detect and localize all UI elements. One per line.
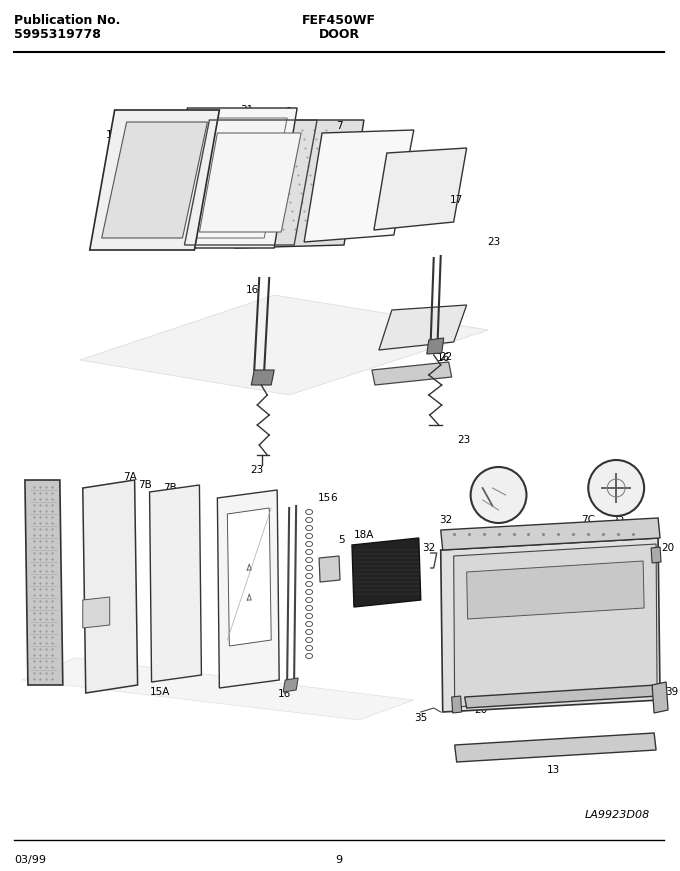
Polygon shape — [372, 362, 452, 385]
Text: 31: 31 — [241, 105, 254, 115]
Text: FEF450WF: FEF450WF — [302, 14, 376, 27]
Polygon shape — [652, 682, 668, 713]
Text: 7B: 7B — [163, 483, 176, 493]
Text: 20: 20 — [662, 543, 675, 553]
Polygon shape — [374, 148, 466, 230]
Text: 23: 23 — [251, 465, 264, 475]
Polygon shape — [218, 490, 279, 688]
Polygon shape — [22, 658, 414, 720]
Text: 15A: 15A — [150, 687, 170, 697]
Text: 13: 13 — [547, 765, 560, 775]
Polygon shape — [452, 696, 462, 713]
Polygon shape — [150, 485, 201, 682]
Circle shape — [588, 460, 644, 516]
Polygon shape — [80, 295, 488, 395]
Text: 18: 18 — [180, 183, 193, 193]
Text: 5995319778: 5995319778 — [14, 28, 101, 41]
Text: 9: 9 — [335, 855, 343, 865]
Polygon shape — [441, 538, 660, 712]
Polygon shape — [379, 305, 466, 350]
Polygon shape — [227, 508, 271, 646]
Text: 20: 20 — [474, 705, 487, 715]
Text: 7: 7 — [336, 121, 342, 131]
Text: 5: 5 — [338, 535, 344, 545]
Text: 16: 16 — [437, 353, 450, 363]
Circle shape — [471, 467, 526, 523]
Text: 7B: 7B — [138, 480, 152, 490]
Polygon shape — [304, 130, 414, 242]
Text: 6: 6 — [330, 493, 337, 503]
Text: 39: 39 — [666, 687, 679, 697]
Text: LA9923D08: LA9923D08 — [585, 810, 650, 820]
Polygon shape — [454, 544, 657, 707]
Text: 9: 9 — [286, 107, 292, 117]
Polygon shape — [283, 678, 298, 692]
Text: 18A: 18A — [354, 530, 374, 540]
Text: 03/99: 03/99 — [14, 855, 46, 865]
Text: 7A: 7A — [123, 472, 137, 482]
Polygon shape — [199, 133, 301, 232]
Polygon shape — [651, 547, 661, 563]
Polygon shape — [235, 120, 364, 248]
Text: 22: 22 — [412, 170, 426, 180]
Polygon shape — [352, 538, 421, 607]
Polygon shape — [466, 561, 644, 619]
Polygon shape — [25, 480, 63, 685]
Polygon shape — [102, 122, 207, 238]
Polygon shape — [455, 733, 656, 762]
Polygon shape — [441, 518, 660, 550]
Text: 54: 54 — [609, 483, 623, 493]
Polygon shape — [252, 370, 274, 385]
Text: 22: 22 — [439, 352, 452, 362]
Text: DOOR: DOOR — [318, 28, 360, 41]
Polygon shape — [90, 110, 220, 250]
Polygon shape — [427, 338, 444, 354]
Polygon shape — [165, 108, 297, 248]
Text: 17: 17 — [450, 195, 463, 205]
Text: Publication No.: Publication No. — [14, 14, 120, 27]
Text: 23: 23 — [457, 435, 471, 445]
Polygon shape — [83, 597, 109, 628]
Text: 12: 12 — [106, 130, 119, 140]
Text: 60: 60 — [492, 490, 505, 500]
Text: 16: 16 — [277, 689, 291, 699]
Polygon shape — [83, 480, 137, 693]
Polygon shape — [464, 685, 658, 708]
Text: 32: 32 — [422, 543, 435, 553]
Text: 35: 35 — [414, 713, 428, 723]
Text: 15: 15 — [318, 493, 330, 503]
Text: 35: 35 — [611, 513, 625, 523]
Text: 7C: 7C — [581, 515, 595, 525]
Text: 23: 23 — [487, 237, 500, 247]
Text: 32: 32 — [439, 515, 452, 525]
Polygon shape — [319, 556, 340, 582]
Text: 16: 16 — [245, 285, 259, 295]
